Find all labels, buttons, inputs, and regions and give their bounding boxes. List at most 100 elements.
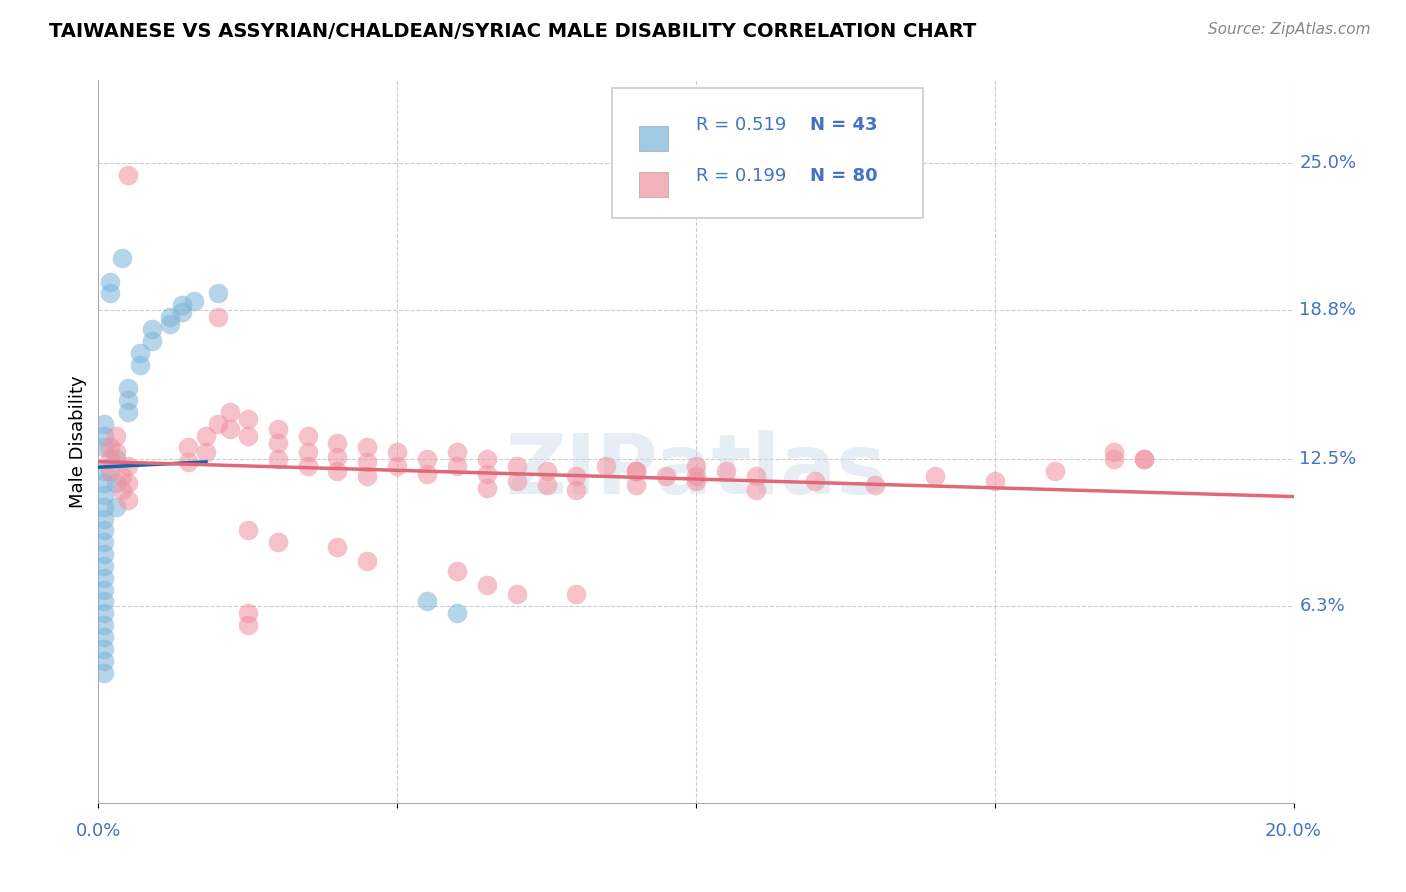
Point xyxy=(385,459,409,474)
Point xyxy=(207,417,229,431)
Point xyxy=(326,450,349,464)
Point xyxy=(326,435,349,450)
Point xyxy=(93,558,115,573)
Point xyxy=(129,358,152,372)
Point xyxy=(446,564,468,578)
FancyBboxPatch shape xyxy=(613,87,922,218)
Point xyxy=(93,475,115,490)
Text: 6.3%: 6.3% xyxy=(1299,597,1346,615)
Point xyxy=(117,492,139,507)
Point xyxy=(475,467,498,481)
Text: TAIWANESE VS ASSYRIAN/CHALDEAN/SYRIAC MALE DISABILITY CORRELATION CHART: TAIWANESE VS ASSYRIAN/CHALDEAN/SYRIAC MA… xyxy=(49,22,976,41)
FancyBboxPatch shape xyxy=(638,172,668,197)
Point xyxy=(141,322,163,336)
Point xyxy=(267,452,290,467)
Point xyxy=(984,474,1007,488)
Point xyxy=(1133,452,1156,467)
Point xyxy=(356,554,378,568)
Text: 12.5%: 12.5% xyxy=(1299,450,1357,468)
Text: 20.0%: 20.0% xyxy=(1265,822,1322,839)
Point xyxy=(267,535,290,549)
Point xyxy=(93,582,115,597)
Point xyxy=(506,587,529,601)
Point xyxy=(446,607,468,621)
Text: ZIPatlas: ZIPatlas xyxy=(506,430,886,511)
Point xyxy=(236,618,259,632)
FancyBboxPatch shape xyxy=(638,126,668,151)
Point xyxy=(714,464,737,478)
Y-axis label: Male Disability: Male Disability xyxy=(69,376,87,508)
Point xyxy=(236,412,259,426)
Point xyxy=(536,478,558,492)
Point xyxy=(475,452,498,467)
Point xyxy=(565,469,588,483)
Point xyxy=(105,452,128,467)
Text: 18.8%: 18.8% xyxy=(1299,301,1357,319)
Point xyxy=(105,428,128,442)
Point xyxy=(159,310,181,325)
Point xyxy=(141,334,163,348)
Point xyxy=(626,478,648,492)
Point xyxy=(93,654,115,668)
Point xyxy=(93,417,115,431)
Point xyxy=(183,293,205,308)
Point xyxy=(536,464,558,478)
Point xyxy=(93,535,115,549)
Point xyxy=(93,464,115,478)
Point xyxy=(105,445,128,459)
Point xyxy=(172,298,194,312)
Point xyxy=(129,345,152,359)
Point xyxy=(117,381,139,395)
Point xyxy=(172,305,194,319)
Point xyxy=(93,594,115,608)
Point xyxy=(93,547,115,561)
Point xyxy=(219,405,242,419)
Point xyxy=(117,168,139,182)
Point xyxy=(207,286,229,301)
Point xyxy=(93,511,115,525)
Point xyxy=(506,459,529,474)
Point xyxy=(98,275,122,289)
Point xyxy=(297,459,319,474)
Point xyxy=(195,445,218,459)
Point xyxy=(93,607,115,621)
Point xyxy=(475,578,498,592)
Point xyxy=(1133,452,1156,467)
Point xyxy=(865,478,887,492)
Point xyxy=(626,464,648,478)
Point xyxy=(236,607,259,621)
Point xyxy=(745,483,768,497)
Point xyxy=(117,475,139,490)
Point xyxy=(98,452,122,467)
Point xyxy=(93,618,115,632)
Point xyxy=(356,469,378,483)
Point xyxy=(93,428,115,442)
Point xyxy=(159,318,181,332)
Text: 0.0%: 0.0% xyxy=(76,822,121,839)
Point xyxy=(98,286,122,301)
Point xyxy=(93,630,115,644)
Point xyxy=(356,455,378,469)
Text: N = 43: N = 43 xyxy=(810,116,877,134)
Text: R = 0.519: R = 0.519 xyxy=(696,116,786,134)
Point xyxy=(117,405,139,419)
Point xyxy=(219,421,242,435)
Point xyxy=(655,469,678,483)
Point xyxy=(236,524,259,538)
Point xyxy=(111,251,134,265)
Point xyxy=(356,441,378,455)
Point xyxy=(117,393,139,408)
Point xyxy=(475,481,498,495)
Point xyxy=(685,459,707,474)
Point xyxy=(1104,445,1126,459)
Point xyxy=(111,469,134,483)
Point xyxy=(804,474,827,488)
Point xyxy=(385,445,409,459)
Point xyxy=(446,459,468,474)
Point xyxy=(565,483,588,497)
Point xyxy=(93,488,115,502)
Text: N = 80: N = 80 xyxy=(810,167,877,185)
Text: R = 0.199: R = 0.199 xyxy=(696,167,786,185)
Point xyxy=(297,428,319,442)
Point xyxy=(297,445,319,459)
